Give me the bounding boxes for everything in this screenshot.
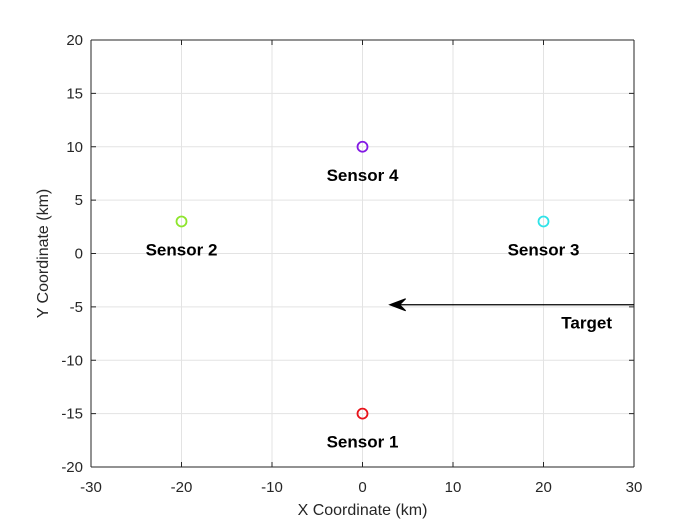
sensor-marker: [356, 407, 369, 420]
x-tick-label: -30: [80, 479, 102, 496]
y-tick-label: 15: [66, 85, 83, 102]
sensor-marker: [537, 215, 550, 228]
axes: [90, 39, 635, 468]
x-axis-label: X Coordinate (km): [298, 502, 428, 519]
y-tick-label: -20: [61, 459, 83, 476]
x-tick-label: -20: [171, 479, 193, 496]
y-tick-label: 20: [66, 32, 83, 49]
y-tick-label: 10: [66, 139, 83, 156]
sensor-label: Sensor 4: [327, 166, 399, 185]
target-arrow-head: [388, 298, 407, 312]
data-markers: Sensor 1 Sensor 2 Sensor 3 Sensor 4 Target: [146, 140, 634, 452]
y-axis-label: Y Coordinate (km): [35, 189, 52, 319]
sensor-marker: [356, 140, 369, 153]
tick-labels: -30 -20 -10 0 10 20 30 -20 -15 -10 -5 0 5 10 15 20: [61, 32, 642, 496]
target-label: Target: [561, 314, 612, 333]
target-arrow: [388, 298, 634, 312]
x-tick-label: 30: [626, 479, 643, 496]
x-tick-label: -10: [261, 479, 283, 496]
y-tick-label: 0: [75, 246, 83, 263]
x-tick-label: 10: [445, 479, 462, 496]
y-tick-label: -10: [61, 352, 83, 369]
x-tick-label: 20: [535, 479, 552, 496]
y-tick-label: -5: [70, 299, 83, 316]
sensor-label: Sensor 1: [327, 433, 399, 452]
sensor-label: Sensor 3: [508, 240, 580, 259]
x-tick-label: 0: [358, 479, 366, 496]
sensor-marker: [175, 215, 188, 228]
y-tick-label: -15: [61, 406, 83, 423]
sensor-label: Sensor 2: [146, 240, 218, 259]
y-tick-label: 5: [75, 192, 83, 209]
